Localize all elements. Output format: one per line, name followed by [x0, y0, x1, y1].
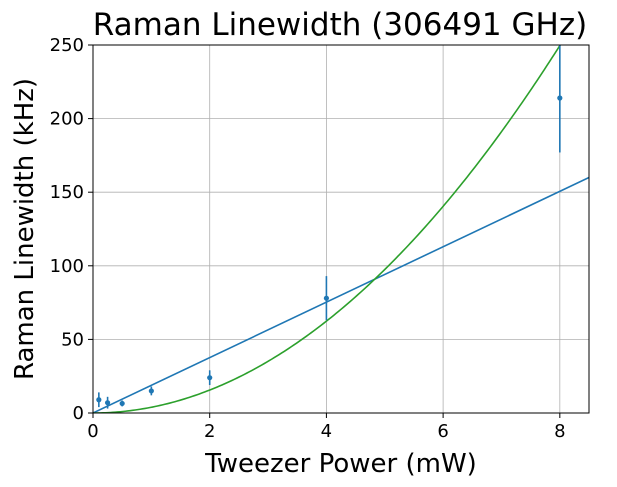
y-tick-label: 100 [50, 256, 84, 277]
y-tick-label: 150 [50, 182, 84, 203]
y-axis-label: Raman Linewidth (kHz) [10, 78, 40, 380]
series-layer [93, 45, 589, 413]
x-tick-label: 6 [437, 421, 448, 442]
y-tick-label: 50 [61, 329, 84, 350]
y-tick-label: 200 [50, 109, 84, 130]
data-point [207, 375, 213, 381]
data-point [104, 400, 111, 406]
quadratic-fit-line [93, 45, 562, 413]
grid [92, 44, 589, 414]
x-tick-label: 8 [554, 421, 565, 442]
y-tick-label: 0 [73, 403, 84, 424]
plot-frame [92, 44, 590, 414]
x-tick-label: 2 [204, 421, 215, 442]
data-point [557, 95, 563, 101]
ticks: 0 2 4 6 8 0 50 100 150 200 250 [50, 35, 566, 442]
data-point [119, 400, 125, 407]
data-point [323, 295, 330, 301]
x-tick-label: 0 [87, 421, 98, 442]
x-axis-label: Tweezer Power (mW) [204, 449, 477, 479]
data-point [96, 397, 102, 403]
chart-title: Raman Linewidth (306491 GHz) [93, 7, 587, 43]
x-tick-label: 4 [321, 421, 332, 442]
data-point [148, 388, 154, 394]
linear-fit-line [93, 176, 589, 413]
y-tick-label: 250 [50, 35, 84, 56]
